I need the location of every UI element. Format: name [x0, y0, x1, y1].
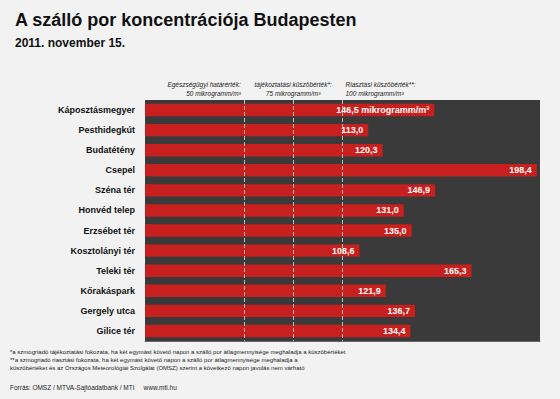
svg-text:146,9: 146,9	[408, 185, 431, 195]
svg-text:Teleki tér: Teleki tér	[96, 266, 135, 276]
svg-text:Káposztásmegyer: Káposztásmegyer	[58, 105, 136, 115]
svg-text:135,0: 135,0	[384, 226, 407, 236]
svg-text:120,3: 120,3	[355, 145, 378, 155]
svg-text:Gilice tér: Gilice tér	[96, 326, 135, 336]
svg-text:121,9: 121,9	[358, 286, 381, 296]
svg-text:75 mikrogramm/m³: 75 mikrogramm/m³	[266, 90, 321, 98]
svg-text:165,3: 165,3	[444, 266, 467, 276]
svg-text:136,7: 136,7	[387, 306, 410, 316]
svg-text:113,0: 113,0	[341, 125, 363, 135]
svg-text:146,5 mikrogramm/m³: 146,5 mikrogramm/m³	[336, 105, 429, 115]
svg-text:küszöbértéket és az Országos M: küszöbértéket és az Országos Meteorológi…	[10, 365, 305, 371]
svg-text:2011. november 15.: 2011. november 15.	[15, 36, 125, 50]
svg-text:Kosztolányi tér: Kosztolányi tér	[70, 246, 135, 256]
svg-text:134,4: 134,4	[383, 326, 406, 336]
svg-text:100 mikrogramm/m³: 100 mikrogramm/m³	[346, 90, 405, 98]
svg-text:131,0: 131,0	[376, 205, 399, 215]
svg-text:Forrás: OMSZ / MTVA-Sajtóadatb: Forrás: OMSZ / MTVA-Sajtóadatbank / MTI …	[10, 384, 177, 392]
svg-text:Erzsébet tér: Erzsébet tér	[83, 226, 135, 236]
svg-text:Csepel: Csepel	[105, 165, 135, 175]
svg-text:A szálló por koncentrációja Bu: A szálló por koncentrációja Budapesten	[15, 10, 356, 30]
svg-text:**a szmogriadó riasztási fokoz: **a szmogriadó riasztási fokozata, ha ké…	[10, 357, 298, 363]
svg-text:Kőrakáspark: Kőrakáspark	[80, 286, 136, 296]
svg-text:tájékoztatási küszöbérték*:: tájékoztatási küszöbérték*:	[254, 81, 332, 89]
svg-text:108,6: 108,6	[332, 246, 355, 256]
svg-text:198,4: 198,4	[509, 165, 532, 175]
svg-text:50 mikrogramm/m³: 50 mikrogramm/m³	[186, 90, 241, 98]
svg-text:Gergely utca: Gergely utca	[80, 306, 136, 316]
svg-text:Riasztási küszöbérték**:: Riasztási küszöbérték**:	[346, 81, 416, 88]
svg-text:Egészségügyi határérték:: Egészségügyi határérték:	[167, 81, 241, 89]
svg-text:Budatétény: Budatétény	[86, 145, 135, 155]
svg-text:Pesthidegkút: Pesthidegkút	[78, 125, 135, 135]
svg-text:*a szmogriadó tájékoztatási fo: *a szmogriadó tájékoztatási fokozata, ha…	[10, 349, 346, 355]
svg-text:Honvéd telep: Honvéd telep	[78, 205, 135, 215]
svg-text:Széna tér: Széna tér	[95, 185, 136, 195]
